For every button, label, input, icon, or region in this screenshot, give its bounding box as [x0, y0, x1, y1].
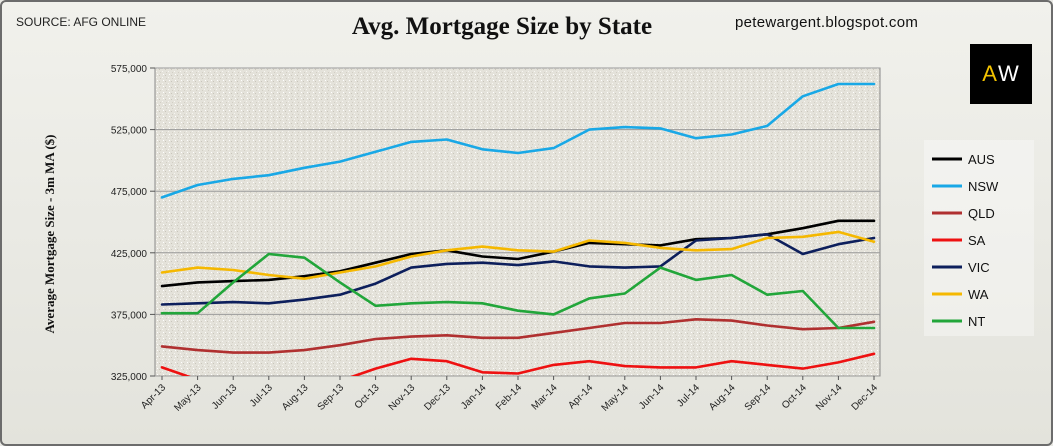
series-line-nt — [160, 252, 876, 330]
y-axis-ticks: 325,000 375,000 425,000 475,000 525,000 575,0… — [111, 64, 155, 383]
blog-url: petewargent.blogspot.com — [735, 14, 919, 31]
y-tick-label: 475,000 — [111, 187, 148, 198]
x-tick-label: Dec-14 — [850, 382, 881, 413]
x-tick-label: May-13 — [172, 382, 204, 414]
legend-label-vic: VIC — [968, 260, 990, 275]
legend-label-sa: SA — [968, 233, 986, 248]
x-axis-ticks: Apr-13 May-13 Jun-13 Jul-13 Aug-13 Sep-13 Oct-… — [139, 376, 880, 414]
x-tick-label: Aug-13 — [280, 382, 311, 413]
logo-letter-a: A — [982, 61, 998, 86]
x-tick-label: Jan-14 — [459, 382, 489, 412]
legend-label-qld: QLD — [968, 206, 995, 221]
x-tick-label: Oct-14 — [780, 382, 809, 411]
x-tick-label: Jun-13 — [210, 382, 240, 412]
y-tick-label: 375,000 — [111, 310, 148, 321]
x-tick-label: Sep-14 — [743, 382, 774, 413]
series-line-qld — [160, 317, 876, 354]
source-note: SOURCE: AFG ONLINE — [16, 15, 147, 29]
y-axis-title: Average Mortgage Size - 3m MA ($) — [42, 134, 57, 333]
x-tick-label: Nov-14 — [814, 382, 845, 413]
x-tick-label: Jul-14 — [675, 382, 702, 409]
legend-label-nsw: NSW — [968, 179, 999, 194]
y-tick-label: 575,000 — [111, 64, 148, 75]
plot-area — [154, 67, 881, 377]
x-tick-label: May-14 — [600, 382, 632, 414]
x-tick-label: Jun-14 — [637, 382, 667, 412]
series-lines — [160, 82, 876, 376]
y-tick-label: 425,000 — [111, 249, 148, 260]
x-tick-label: Oct-13 — [353, 382, 382, 411]
x-tick-label: Sep-13 — [316, 382, 347, 413]
x-tick-label: Jul-13 — [248, 382, 275, 409]
series-line-nsw — [160, 82, 876, 199]
x-tick-label: Nov-13 — [387, 382, 418, 413]
x-tick-label: Apr-13 — [139, 382, 168, 411]
x-tick-label: Mar-14 — [530, 382, 560, 412]
y-tick-label: 325,000 — [111, 372, 148, 383]
x-tick-label: Aug-14 — [707, 382, 738, 413]
legend-box — [924, 140, 1034, 336]
chart-title: Avg. Mortgage Size by State — [351, 13, 653, 40]
legend: AUS NSW QLD SA VIC WA NT — [932, 152, 999, 329]
series-line-sa — [160, 352, 876, 376]
x-tick-label: Apr-14 — [566, 382, 595, 411]
logo-letter-w: W — [997, 61, 1020, 86]
legend-label-aus: AUS — [968, 152, 995, 167]
series-line-wa — [160, 230, 876, 281]
series-line-vic — [160, 233, 876, 306]
x-tick-label: Feb-14 — [494, 382, 524, 412]
legend-label-nt: NT — [968, 314, 985, 329]
y-tick-label: 525,000 — [111, 126, 148, 137]
legend-label-wa: WA — [968, 287, 989, 302]
x-tick-label: Dec-13 — [422, 382, 453, 413]
